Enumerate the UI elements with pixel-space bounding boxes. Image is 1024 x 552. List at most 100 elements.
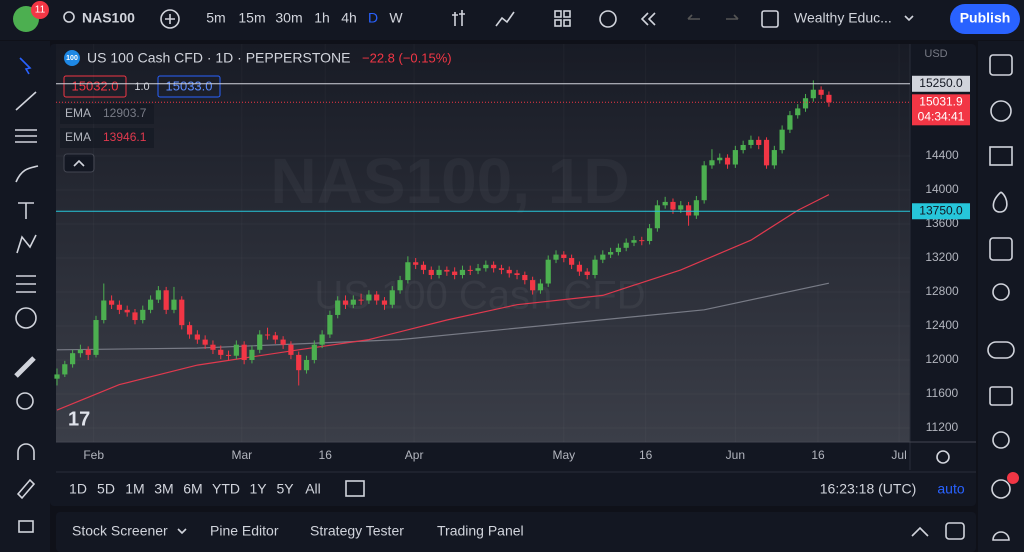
alert-icon[interactable] [599,10,617,28]
buy-button[interactable] [157,75,221,98]
symbol-logo-text: 100 [66,55,78,62]
broadcast-icon[interactable] [991,479,1011,499]
brush-tool[interactable] [15,165,39,183]
interval-button[interactable]: D [368,10,378,26]
lock-tool[interactable] [18,520,34,533]
interval-button[interactable]: W [389,10,403,26]
undo-icon[interactable] [687,14,700,20]
candle-body [717,157,723,161]
scale-mode[interactable]: auto [937,481,964,497]
fullscreen-icon[interactable] [761,10,779,28]
hotlist-icon[interactable] [992,191,1008,213]
text-tool[interactable] [18,202,34,219]
candle-body [561,254,567,259]
search-icon[interactable] [63,11,75,23]
candle-body [779,129,785,151]
interval-button[interactable]: 15m [238,10,265,26]
calendar-icon[interactable] [989,237,1013,261]
data-window-icon[interactable] [989,146,1013,166]
panel-toggle[interactable] [911,526,929,537]
plot-area [56,44,910,442]
interval-button[interactable]: 30m [275,10,302,26]
candle-body [108,300,115,305]
candle-body [615,247,621,253]
interval-button[interactable]: 4h [341,10,357,26]
candle-body [639,240,645,242]
candle-body [795,108,801,116]
range-button[interactable]: 1D [69,481,87,497]
publish-button[interactable] [950,4,1020,34]
range-button[interactable]: 1Y [249,481,267,497]
zoom-tool[interactable] [16,392,34,410]
notifications-icon[interactable] [992,531,1010,541]
interval-button[interactable]: 5m [206,10,225,26]
candle-body [576,264,583,272]
cursor-tool[interactable] [19,57,32,75]
panel-tab[interactable]: Trading Panel [437,523,524,539]
trend-line-tool[interactable] [15,91,37,111]
clock[interactable]: 16:23:18 (UTC) [820,481,916,497]
indicators-icon[interactable] [495,11,515,27]
candle-body [506,269,512,274]
interval-button[interactable]: 1h [314,10,330,26]
redo-icon[interactable] [726,14,739,20]
candle-body [607,252,614,255]
range-button[interactable]: 5Y [276,481,294,497]
candle-body [311,344,317,360]
candle-body [802,98,809,109]
candle-body [732,150,738,165]
layout-icon[interactable] [554,10,562,18]
messages-icon[interactable] [989,386,1013,406]
emoji-tool[interactable] [15,307,37,329]
sell-button[interactable] [63,75,127,98]
range-button[interactable]: 1M [125,481,144,497]
last-price-label: 15031.9 [919,94,963,108]
price-label-box [912,75,970,92]
x-tick-label: Feb [83,448,104,462]
add-symbol[interactable] [160,9,180,29]
ideas-icon[interactable] [992,283,1010,301]
settings-icon[interactable] [936,450,950,464]
panel-tab[interactable]: Strategy Tester [310,523,404,539]
panel-tab[interactable]: Stock Screener [72,523,168,539]
price-label: 15250.0 [919,76,963,90]
range-button[interactable]: All [305,481,321,497]
candle-body [397,280,403,291]
panel-maximize[interactable] [945,522,965,540]
ask: 15033.0 [166,78,213,93]
candle-type-icon[interactable] [452,10,465,26]
forecast-tool[interactable] [16,275,36,293]
layout-name[interactable]: Wealthy Educ... [794,10,892,26]
screener-dropdown[interactable] [177,528,187,535]
candle-body [584,271,590,275]
dropdown[interactable] [904,15,914,22]
price-label: 13750.0 [919,203,963,217]
symbol[interactable]: NAS100 [82,10,135,26]
range-button[interactable]: 3M [154,481,173,497]
fib-tool[interactable] [15,129,37,143]
lock-draw-tool[interactable] [16,478,36,500]
candle-body [233,344,239,356]
magnet-tool[interactable] [17,443,35,460]
streams-icon[interactable] [992,431,1010,449]
candle-body [225,354,232,356]
chat-icon[interactable] [987,341,1015,359]
currency[interactable]: USD [924,48,947,60]
ruler-tool[interactable] [14,356,36,378]
alerts-icon[interactable] [990,100,1012,122]
x-tick-label: 16 [811,448,825,462]
panel-tab[interactable]: Pine Editor [210,523,279,539]
candle-body [280,339,286,345]
candle-body [600,254,606,260]
collapse-legend[interactable] [63,153,95,173]
range-button[interactable]: 5D [97,481,115,497]
x-tick-label: Jun [726,448,745,462]
watchlist-icon[interactable] [989,54,1013,76]
pattern-tool[interactable] [16,234,37,254]
replay-icon[interactable] [640,12,656,26]
range-button[interactable]: 6M [183,481,202,497]
candle-body [358,299,364,301]
range-button[interactable]: YTD [212,481,240,497]
date-range-icon[interactable] [345,480,365,497]
candle-body [678,205,684,210]
